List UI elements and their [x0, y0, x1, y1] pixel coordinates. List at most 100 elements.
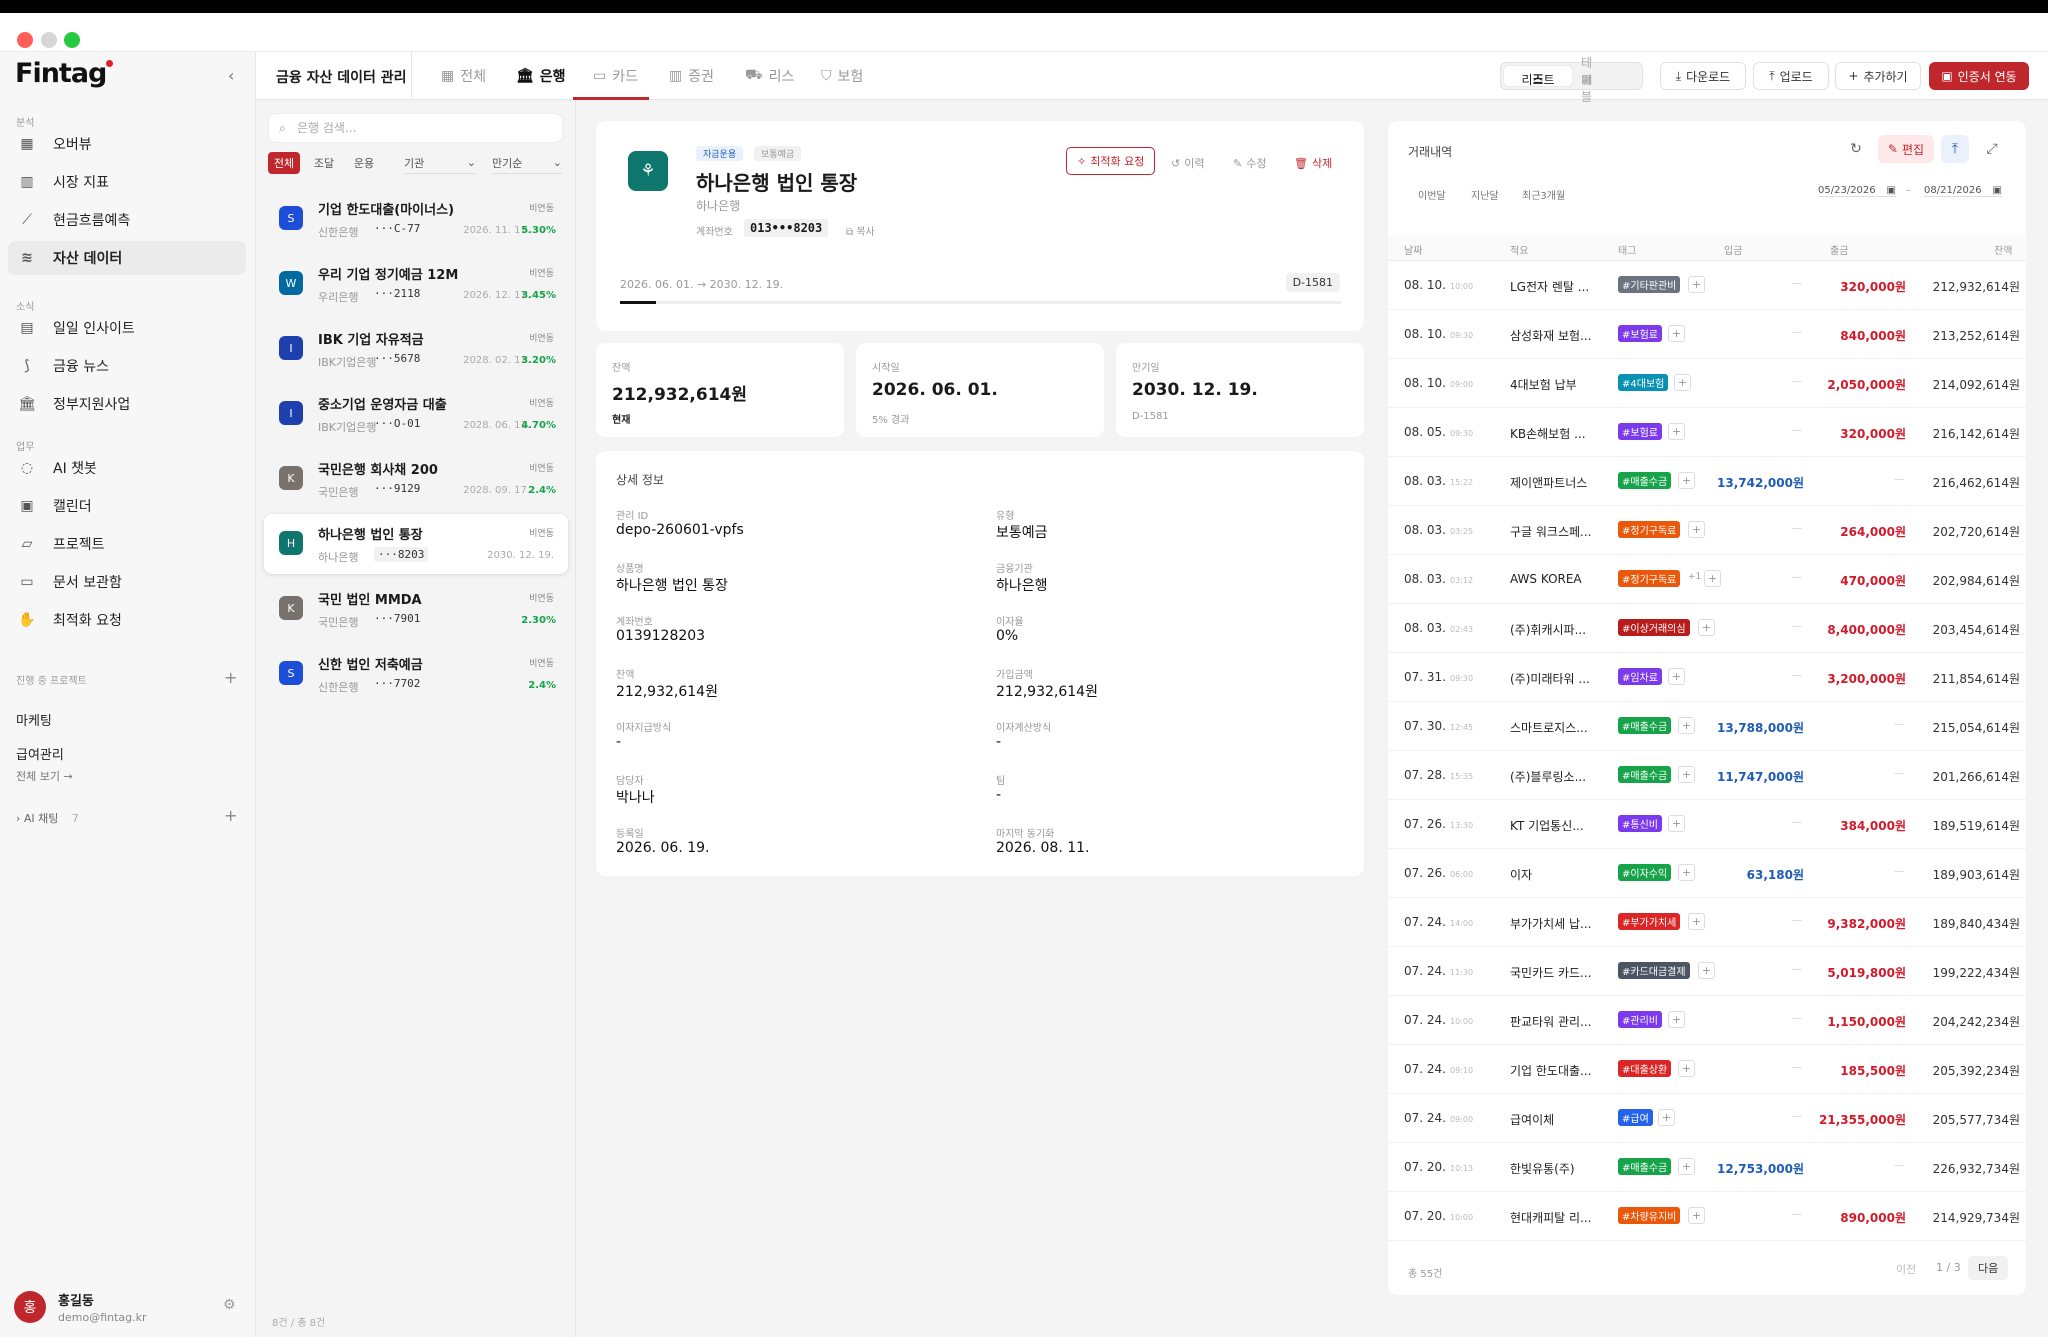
add-tag-icon[interactable]: + — [1678, 1158, 1695, 1175]
account-list-item[interactable]: S 기업 한도대출(마이너스) 신한은행 ···C-77 비연동 2026. 11. 11… — [264, 189, 568, 249]
add-tag-icon[interactable]: + — [1698, 962, 1715, 979]
table-row[interactable]: 07. 26. 06:00 이자 #이자수익 +63,180원 — 189,903,614원 — [1388, 849, 2026, 898]
expand-icon[interactable]: ⤢ — [1986, 141, 1998, 157]
col-desc[interactable]: 적요 — [1510, 246, 1529, 257]
add-tag-icon[interactable]: + — [1688, 521, 1705, 538]
table-row[interactable]: 07. 20. 10:13 한빛유통(주) #매출수금 +12,753,000원 — 226… — [1388, 1143, 2026, 1192]
edit-button[interactable]: ✎ 수정 — [1233, 156, 1267, 171]
view-list-button[interactable]: ☰ 리스트 — [1504, 66, 1572, 87]
tab-card[interactable]: ▭ 카드 — [593, 68, 638, 85]
edit-transactions-button[interactable]: ✎ 편집 — [1878, 135, 1934, 163]
table-row[interactable]: 08. 10. 09:30 삼성화재 보험... #보험료 + — 840,000원 213,… — [1388, 310, 2026, 359]
table-row[interactable]: 07. 24. 11:30 국민카드 카드... #카드대금결제 + — 5,019,800… — [1388, 947, 2026, 996]
add-tag-icon[interactable]: + — [1668, 1011, 1685, 1028]
project-item[interactable]: 급여관리 — [16, 748, 64, 763]
certificate-link-button[interactable]: ▣ 인증서 연동 — [1929, 62, 2029, 90]
table-row[interactable]: 07. 24. 14:00 부가가치세 납... #부가가치세 + — 9,382,000원… — [1388, 898, 2026, 947]
ai-chat-toggle[interactable]: › AI 채팅 7 — [16, 812, 79, 825]
sidebar-item[interactable]: ◌ AI 챗봇 — [8, 451, 246, 485]
table-row[interactable]: 08. 10. 09:00 4대보험 납부 #4대보험 + — 2,050,000원 214,… — [1388, 359, 2026, 408]
table-row[interactable]: 07. 26. 13:30 KT 기업통신... #통신비 + — 384,000원 189,… — [1388, 800, 2026, 849]
add-tag-icon[interactable]: + — [1678, 717, 1695, 734]
sort-select[interactable]: 만기순 ⌄ — [492, 152, 562, 174]
table-row[interactable]: 07. 31. 09:30 (주)미래타워 ... #임차료 + — 3,200,000원 2… — [1388, 653, 2026, 702]
tx-tag[interactable]: #이자수익 — [1618, 864, 1672, 881]
settings-gear-icon[interactable]: ⚙ — [223, 1297, 236, 1313]
sidebar-item[interactable]: ▭ 문서 보관함 — [8, 565, 246, 599]
tx-tag[interactable]: #정기구독료 — [1618, 570, 1681, 587]
add-tag-icon[interactable]: + — [1668, 423, 1685, 440]
prev-page-button[interactable]: 이전 — [1896, 1263, 1917, 1276]
account-list-item[interactable]: H 하나은행 법인 통장 하나은행 ···8203 비연동 2030. 12. 19. — [264, 514, 568, 574]
sidebar-item[interactable]: ⟆ 금융 뉴스 — [8, 349, 246, 383]
col-balance[interactable]: 잔액 — [1994, 246, 2013, 257]
collapse-sidebar-icon[interactable]: ‹ — [228, 66, 235, 85]
filter-investment-chip[interactable]: 운용 — [353, 157, 375, 170]
window-zoom-button[interactable] — [64, 32, 80, 48]
add-tag-icon[interactable]: + — [1678, 1060, 1695, 1077]
filter-all-chip[interactable]: 전체 — [268, 152, 300, 174]
add-tag-icon[interactable]: + — [1688, 276, 1705, 293]
table-row[interactable]: 08. 03. 02:43 (주)휘캐시파... #이상거래의심 + — 8,400,000… — [1388, 604, 2026, 653]
sidebar-item[interactable]: ✋ 최적화 요청 — [8, 603, 246, 637]
add-tag-icon[interactable]: + — [1674, 374, 1691, 391]
add-tag-icon[interactable]: + — [1688, 913, 1705, 930]
tx-tag[interactable]: #카드대금결제 — [1618, 962, 1690, 979]
tx-tag[interactable]: #차량유지비 — [1618, 1207, 1681, 1224]
table-row[interactable]: 07. 20. 10:00 현대캐피탈 리... #차량유지비 + — 890,000원 21… — [1388, 1192, 2026, 1241]
app-logo[interactable]: Fintag — [15, 58, 114, 89]
add-tag-icon[interactable]: + — [1658, 1109, 1675, 1126]
col-out[interactable]: 출금 — [1830, 246, 1849, 257]
add-tag-icon[interactable]: + — [1678, 472, 1695, 489]
col-tag[interactable]: 태그 — [1618, 246, 1637, 257]
tx-tag[interactable]: #매출수금 — [1618, 1158, 1672, 1175]
add-tag-icon[interactable]: + — [1668, 668, 1685, 685]
date-from-input[interactable]: 05/23/2026 ▣ — [1818, 185, 1896, 197]
col-in[interactable]: 입금 — [1724, 246, 1743, 257]
export-icon[interactable]: ⤒ — [1941, 135, 1969, 163]
tx-tag[interactable]: #매출수금 — [1618, 766, 1672, 783]
tab-insurance[interactable]: ⛉ 보험 — [821, 68, 864, 85]
project-item[interactable]: 마케팅 — [16, 714, 52, 729]
quick-last-month[interactable]: 지난달 — [1471, 191, 1499, 202]
add-tag-icon[interactable]: + — [1668, 815, 1685, 832]
download-button[interactable]: ⤓ 다운로드 — [1660, 62, 1746, 90]
tx-tag[interactable]: #정기구독료 — [1618, 521, 1681, 538]
tab-lease[interactable]: ⛟ 리스 — [745, 67, 795, 85]
copy-button[interactable]: ⧉ 복사 — [846, 227, 875, 238]
refresh-icon[interactable]: ↻ — [1850, 141, 1862, 157]
search-input[interactable]: ⌕ 은행 검색... — [268, 113, 563, 143]
account-list-item[interactable]: K 국민은행 회사채 200 국민은행 ···9129 비연동 2028. 09. 17.… — [264, 449, 568, 509]
tx-tag[interactable]: #보험료 — [1618, 423, 1662, 440]
add-tag-icon[interactable]: + — [1688, 1207, 1705, 1224]
table-row[interactable]: 07. 30. 12:45 스마트로지스... #매출수금 +13,788,000원 — 2… — [1388, 702, 2026, 751]
table-row[interactable]: 08. 10. 10:00 LG전자 렌탈 ... #기타판관비 + — 320,000원 2… — [1388, 261, 2026, 310]
window-close-button[interactable] — [17, 32, 33, 48]
next-page-button[interactable]: 다음 — [1968, 1256, 2009, 1280]
table-row[interactable]: 07. 24. 10:00 판교타워 관리... #관리비 + — 1,150,000원 20… — [1388, 996, 2026, 1045]
tab-bank[interactable]: 🏛 은행 — [516, 68, 566, 85]
history-button[interactable]: ↺ 이력 — [1171, 156, 1205, 171]
tx-tag[interactable]: #4대보험 — [1618, 374, 1669, 391]
sidebar-item[interactable]: ≋ 자산 데이터 — [8, 241, 246, 275]
table-row[interactable]: 07. 28. 15:35 (주)블루링소... #매출수금 +11,747,000원 —… — [1388, 751, 2026, 800]
tx-tag[interactable]: #부가가치세 — [1618, 913, 1681, 930]
account-list-item[interactable]: W 우리 기업 정기예금 12M 우리은행 ···2118 비연동 2026. 12. 1… — [264, 254, 568, 314]
sidebar-item[interactable]: ▥ 시장 지표 — [8, 165, 246, 199]
table-row[interactable]: 07. 24. 09:00 급여이체 #급여 + — 21,355,000원 205,577,… — [1388, 1094, 2026, 1143]
sidebar-item[interactable]: ▦ 오버뷰 — [8, 127, 246, 161]
add-tag-icon[interactable]: + — [1704, 570, 1721, 587]
add-tag-icon[interactable]: + — [1668, 325, 1685, 342]
table-row[interactable]: 08. 03. 03:12 AWS KOREA #정기구독료 +1 + — 470,000원 2… — [1388, 555, 2026, 604]
quick-last-3-months[interactable]: 최근3개월 — [1522, 191, 1566, 202]
filter-funding-chip[interactable]: 조달 — [313, 157, 335, 170]
user-profile[interactable]: 홍 홍길동 demo@fintag.kr — [14, 1290, 147, 1324]
tx-tag[interactable]: #매출수금 — [1618, 472, 1672, 489]
tx-tag[interactable]: #이상거래의심 — [1618, 619, 1690, 636]
table-row[interactable]: 08. 03. 03:25 구글 워크스페... #정기구독료 + — 264,000원 20… — [1388, 506, 2026, 555]
table-row[interactable]: 07. 24. 09:10 기업 한도대출... #대출상환 + — 185,500원 205… — [1388, 1045, 2026, 1094]
tx-tag[interactable]: #매출수금 — [1618, 717, 1672, 734]
add-tag-icon[interactable]: + — [1698, 619, 1715, 636]
institution-select[interactable]: 기관 ⌄ — [404, 152, 476, 174]
tx-tag[interactable]: #통신비 — [1618, 815, 1662, 832]
